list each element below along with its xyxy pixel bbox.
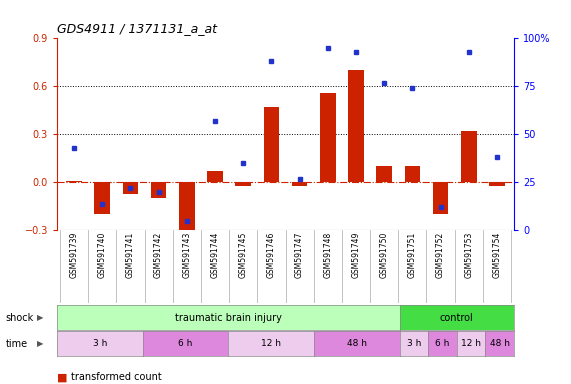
Bar	[433, 182, 448, 214]
Bar	[235, 182, 251, 185]
Text: transformed count: transformed count	[71, 372, 162, 382]
Text: ■: ■	[57, 372, 67, 382]
Text: traumatic brain injury: traumatic brain injury	[175, 313, 282, 323]
Bar	[461, 131, 477, 182]
Bar	[207, 171, 223, 182]
Bar	[489, 182, 505, 185]
Bar	[66, 181, 82, 182]
Text: ▶: ▶	[37, 313, 43, 322]
Text: 6 h: 6 h	[435, 339, 450, 348]
Text: 48 h: 48 h	[489, 339, 510, 348]
Text: 12 h: 12 h	[461, 339, 481, 348]
Text: 12 h: 12 h	[261, 339, 282, 348]
Bar	[405, 166, 420, 182]
Bar	[179, 182, 195, 232]
Bar	[320, 93, 336, 182]
Bar	[376, 166, 392, 182]
Bar	[264, 107, 279, 182]
Text: 3 h: 3 h	[407, 339, 421, 348]
Text: 6 h: 6 h	[178, 339, 193, 348]
Bar	[123, 182, 138, 194]
Text: time: time	[6, 339, 28, 349]
Text: ▶: ▶	[37, 339, 43, 348]
Bar	[94, 182, 110, 214]
Text: 48 h: 48 h	[347, 339, 367, 348]
Bar	[292, 182, 307, 185]
Bar	[348, 70, 364, 182]
Bar	[151, 182, 166, 199]
Text: GDS4911 / 1371131_a_at: GDS4911 / 1371131_a_at	[57, 22, 217, 35]
Text: 3 h: 3 h	[93, 339, 107, 348]
Text: shock: shock	[6, 313, 34, 323]
Text: control: control	[440, 313, 474, 323]
